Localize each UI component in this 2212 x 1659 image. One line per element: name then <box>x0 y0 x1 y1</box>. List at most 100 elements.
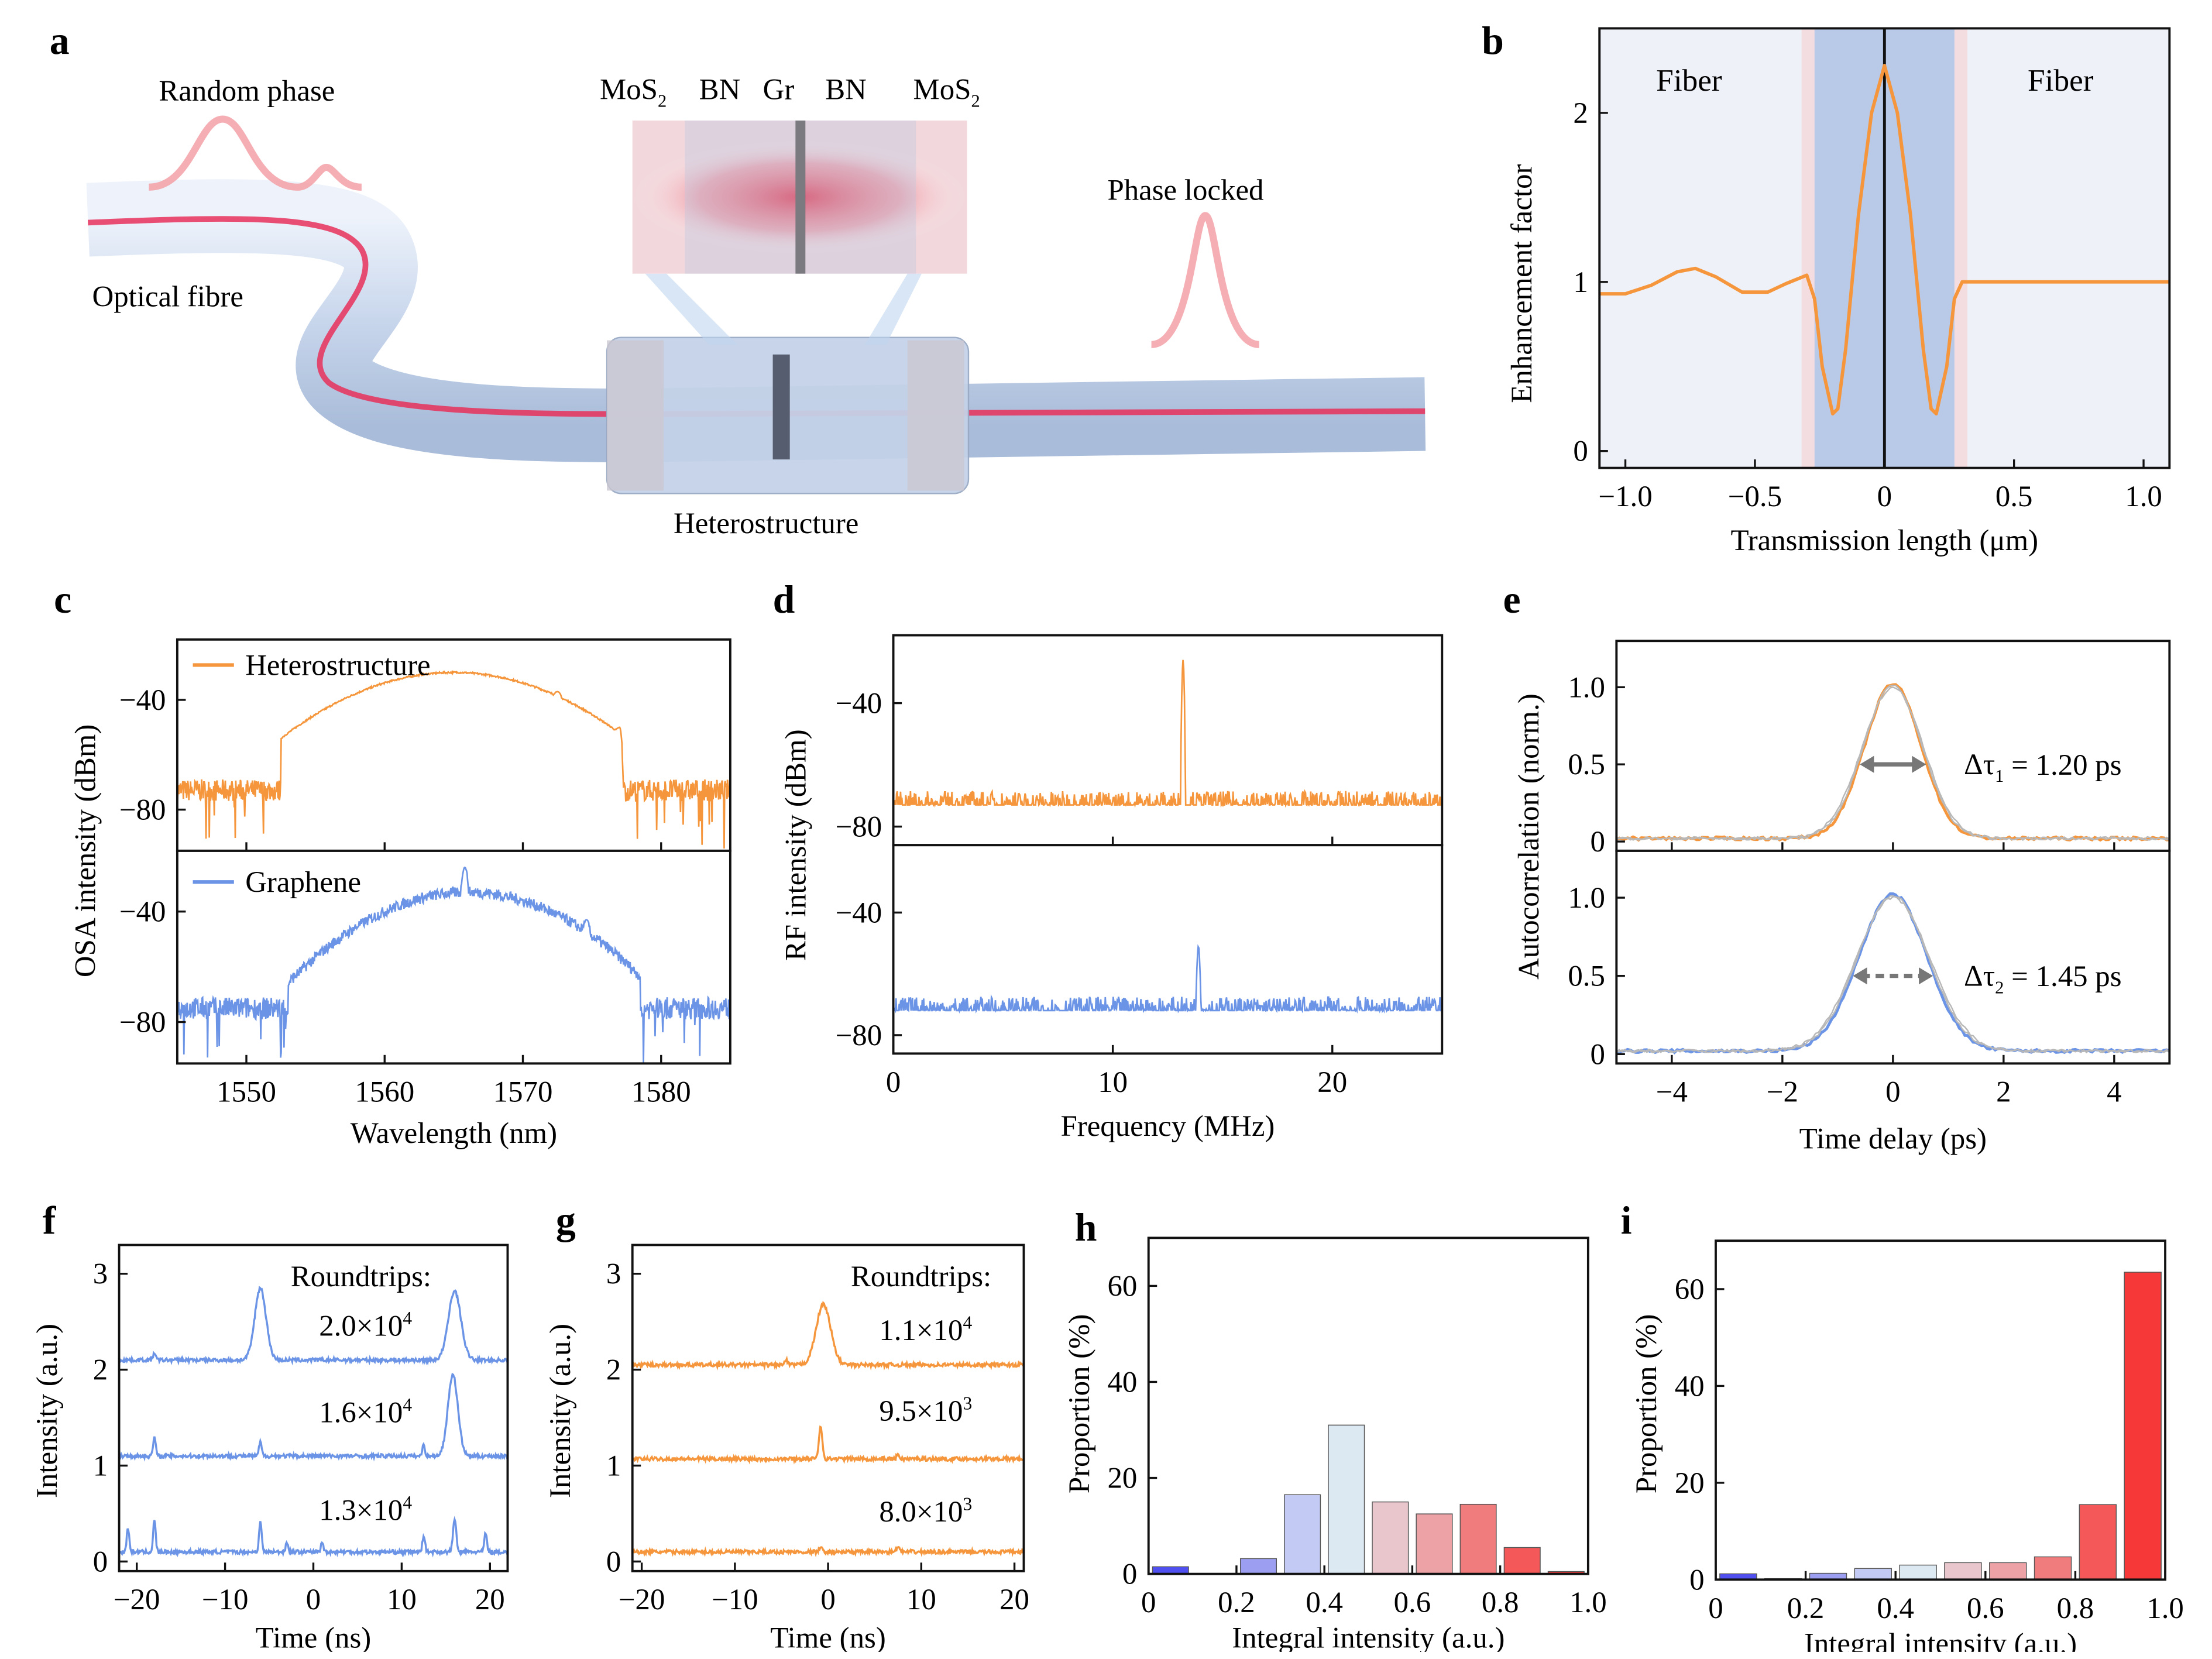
x-axis-label: Integral intensity (a.u.) <box>1804 1627 2077 1652</box>
legend-title: Roundtrips: <box>851 1260 991 1293</box>
rf-trace <box>892 660 1442 808</box>
legend-label: Heterostructure <box>245 649 430 682</box>
roundtrip-label: 8.0×103 <box>879 1494 972 1529</box>
plot-frame <box>1615 640 2171 852</box>
schematic-panel: Random phase Optical fibre Phase locked … <box>86 74 1426 540</box>
histogram-bar <box>1989 1562 2027 1581</box>
rf-trace <box>893 944 1442 1014</box>
x-axis-label: Frequency (MHz) <box>1060 1110 1275 1143</box>
x-tick-label: 0 <box>1141 1586 1156 1619</box>
time-trace <box>119 1372 509 1462</box>
phase-locked-pulse <box>1150 212 1260 348</box>
x-tick-label: −1.0 <box>1598 480 1652 513</box>
y-tick-label: 0 <box>606 1545 621 1578</box>
zoom-connector <box>645 273 738 345</box>
x-tick-label: 0.2 <box>1218 1586 1255 1619</box>
histogram-bar <box>2079 1504 2117 1581</box>
x-tick-label: 0 <box>1708 1592 1723 1625</box>
histogram-bar <box>1284 1494 1321 1575</box>
y-axis-label: Enhancement factor <box>1506 164 1538 403</box>
mos2-layer-right <box>907 340 964 491</box>
x-tick-label: 0.8 <box>1482 1586 1519 1619</box>
x-axis-label: Time (ns) <box>256 1622 371 1652</box>
time-trace <box>118 1516 509 1558</box>
y-tick-label: 60 <box>1107 1270 1137 1303</box>
y-tick-label: 1 <box>1573 266 1588 299</box>
panel-i-chart: 0 0.2 0.4 0.6 0.8 1.0 0 20 40 60 Integral intensit… <box>1630 1239 2184 1659</box>
plot-frame <box>176 849 731 1065</box>
panel-letter-f: f <box>43 1198 57 1242</box>
x-axis-label: Time (ns) <box>770 1622 885 1652</box>
x-tick-label: 0.8 <box>2057 1592 2094 1625</box>
panel-letter-e: e <box>1503 578 1520 621</box>
panel-letter-h: h <box>1075 1205 1097 1249</box>
region-label-left: Fiber <box>1656 63 1722 98</box>
fibre-core <box>88 216 1426 417</box>
x-tick-label: −20 <box>619 1584 665 1616</box>
y-tick-label: 0 <box>1573 435 1588 468</box>
bn-layer-zoom <box>685 120 799 274</box>
x-tick-label: 0 <box>306 1584 321 1616</box>
x-axis-label: Wavelength (nm) <box>351 1117 557 1150</box>
x-tick-label: 2 <box>1996 1076 2011 1109</box>
y-tick-label: 0 <box>1689 1564 1704 1596</box>
roundtrip-label: 9.5×103 <box>879 1393 972 1428</box>
autocorrelation-measured-trace <box>1616 686 2170 841</box>
y-tick-label: 3 <box>93 1258 108 1291</box>
panel-e-chart: 0 0.5 1.0 Δτ1 = 1.20 ps −4 −2 0 2 4 0 0.5 1.0 Δτ2 = … <box>1513 640 2171 1156</box>
layer-labels: MoS2 BN Gr BN MoS2 <box>600 74 980 111</box>
enhancement-curve <box>1599 64 2170 415</box>
panel-letter-i: i <box>1621 1198 1632 1242</box>
plot-frame <box>1715 1239 2167 1581</box>
autocorrelation-measured-trace <box>1616 896 2170 1054</box>
x-tick-label: 20 <box>475 1584 505 1616</box>
x-tick-label: −10 <box>712 1584 758 1616</box>
graphene-layer-zoom <box>795 120 806 274</box>
x-tick-label: 10 <box>1098 1066 1128 1099</box>
y-tick-label: 0 <box>1591 1038 1605 1071</box>
y-tick-label: 0.5 <box>1568 960 1605 993</box>
x-tick-label: 1550 <box>217 1076 276 1109</box>
y-tick-label: 3 <box>606 1258 621 1291</box>
y-tick-label: 1 <box>93 1450 108 1482</box>
y-tick-label: −40 <box>836 688 882 720</box>
x-tick-label: −0.5 <box>1728 480 1782 513</box>
y-tick-label: 2 <box>93 1354 108 1387</box>
plot-frame <box>892 634 1444 847</box>
x-tick-label: 10 <box>906 1584 936 1616</box>
y-tick-label: −80 <box>119 794 166 826</box>
plot-frame <box>118 1244 509 1572</box>
x-tick-label: −10 <box>202 1584 249 1616</box>
roundtrip-label: 2.0×104 <box>319 1308 412 1342</box>
y-tick-label: −80 <box>119 1006 166 1039</box>
bn-layer-zoom <box>805 120 916 274</box>
spectrum-trace <box>176 866 731 1063</box>
y-axis-label: Intensity (a.u.) <box>544 1324 577 1498</box>
graphene-layer <box>772 354 790 460</box>
autocorrelation-fit-trace <box>1616 892 2170 1055</box>
fwhm-annotation: Δτ1 = 1.20 ps <box>1964 748 2122 786</box>
x-tick-label: −20 <box>114 1584 160 1616</box>
y-tick-label: 20 <box>1675 1467 1705 1500</box>
plot-frame <box>1147 1236 1589 1575</box>
x-tick-label: 1.0 <box>2146 1592 2184 1625</box>
panel-letter-g: g <box>556 1198 576 1242</box>
x-tick-label: −4 <box>1656 1076 1688 1109</box>
panel-g-chart: 1.1×104 9.5×103 8.0×103 Roundtrips: −20 −10 0 1… <box>544 1244 1029 1655</box>
y-axis-label: Autocorrelation (norm.) <box>1513 693 1545 980</box>
y-axis-label: Intensity (a.u.) <box>31 1324 64 1498</box>
layer-label: MoS2 <box>600 74 667 111</box>
y-tick-label: 2 <box>606 1354 621 1387</box>
x-tick-label: 0.2 <box>1787 1592 1825 1625</box>
y-tick-label: 0 <box>1591 826 1605 858</box>
plot-frame <box>1615 849 2171 1065</box>
histogram-bar <box>2034 1556 2072 1581</box>
x-tick-label: 0 <box>1885 1076 1900 1109</box>
panel-f-chart: 2.0×104 1.6×104 1.3×104 Roundtrips: −20 −10 0 1… <box>31 1244 509 1655</box>
x-tick-label: 10 <box>387 1584 417 1616</box>
x-tick-label: 1580 <box>631 1076 691 1109</box>
region-label-right: Fiber <box>2028 63 2094 98</box>
fwhm-annotation: Δτ2 = 1.45 ps <box>1964 960 2122 998</box>
